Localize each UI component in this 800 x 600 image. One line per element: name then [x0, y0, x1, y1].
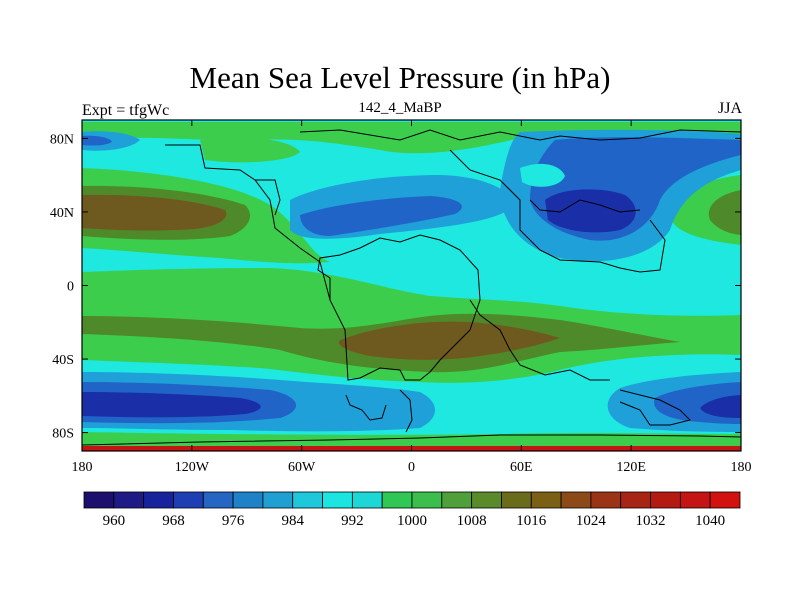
season-label: JJA	[717, 100, 742, 117]
lat-tick-label: 80N	[50, 132, 74, 147]
colorbar-label: 992	[341, 513, 364, 529]
colorbar-swatch	[590, 491, 622, 509]
colorbar-swatch	[471, 491, 502, 509]
colorbar-swatch	[143, 491, 174, 509]
colorbar-label: 1000	[397, 513, 427, 529]
contour-arctic-green2	[200, 137, 300, 163]
colorbar-label: 968	[162, 513, 185, 529]
colorbar-label: 976	[222, 513, 245, 529]
colorbar-label: 1024	[576, 513, 607, 529]
colorbar-swatch	[501, 491, 532, 509]
colorbar-swatch	[292, 491, 323, 509]
colorbar-label: 1016	[516, 513, 547, 529]
colorbar-swatch	[441, 491, 473, 509]
contour-arctic-blue2	[82, 135, 112, 146]
colorbar-swatch	[202, 491, 234, 509]
lon-tick-label: 120E	[616, 460, 646, 475]
contour-asia-cyan-hole	[520, 163, 565, 187]
colorbar-swatch	[620, 491, 651, 509]
colorbar-swatch	[381, 491, 413, 509]
colorbar-swatch	[113, 491, 145, 509]
colorbar-swatch	[262, 491, 294, 509]
colorbar-swatch	[530, 491, 562, 509]
contour-atlantic-blue2	[300, 196, 462, 236]
lon-tick-label: 0	[408, 460, 415, 475]
longitude-axis: 180 120W 60W 0 60E 120E 180	[72, 120, 752, 475]
colorbar-swatch	[83, 491, 115, 509]
colorbar-swatch	[679, 491, 711, 509]
period-label: 142_4_MaBP	[358, 100, 442, 116]
colorbar-label: 960	[103, 513, 126, 529]
latitude-axis: 80N 40N 0 40S 80S	[50, 132, 741, 442]
colorbar-label: 984	[281, 513, 304, 529]
lon-tick-label: 180	[731, 460, 752, 475]
lat-tick-label: 40S	[52, 353, 74, 368]
colorbar-swatch	[411, 491, 443, 509]
lon-tick-label: 60E	[510, 460, 533, 475]
coastlines	[82, 129, 741, 446]
colorbar-swatch	[322, 491, 353, 509]
colorbar-swatch	[650, 491, 681, 509]
lon-tick-label: 120W	[175, 460, 210, 475]
lat-tick-label: 0	[67, 280, 74, 295]
contour-asia-blue3	[545, 189, 636, 233]
contour-south-east-blue3	[700, 395, 741, 418]
contour-north-brown	[82, 194, 227, 231]
colorbar-swatch	[709, 491, 741, 509]
contour-arctic-green	[82, 122, 741, 154]
contour-tropic-brown	[339, 321, 560, 360]
lon-tick-label: 60W	[288, 460, 316, 475]
colorbar-swatch	[173, 491, 204, 509]
colorbar-label: 1040	[695, 513, 725, 529]
map-title: Mean Sea Level Pressure (in hPa)	[189, 60, 611, 95]
colorbar-label: 1008	[457, 513, 487, 529]
colorbar-label: 1032	[636, 513, 666, 529]
lat-tick-label: 80S	[52, 427, 74, 442]
lon-tick-label: 180	[72, 460, 93, 475]
contour-east-olive	[708, 190, 741, 235]
colorbar-swatch	[560, 491, 592, 509]
colorbar-swatch	[351, 491, 383, 509]
lat-tick-label: 40N	[50, 206, 74, 221]
experiment-label: Expt = tfgWc	[82, 102, 170, 119]
colorbar: 960 968 976 984 992 1000 1008 1016 1024 1032 1040	[83, 491, 741, 529]
contour-south-blue3	[82, 392, 261, 418]
colorbar-swatch	[232, 491, 264, 509]
